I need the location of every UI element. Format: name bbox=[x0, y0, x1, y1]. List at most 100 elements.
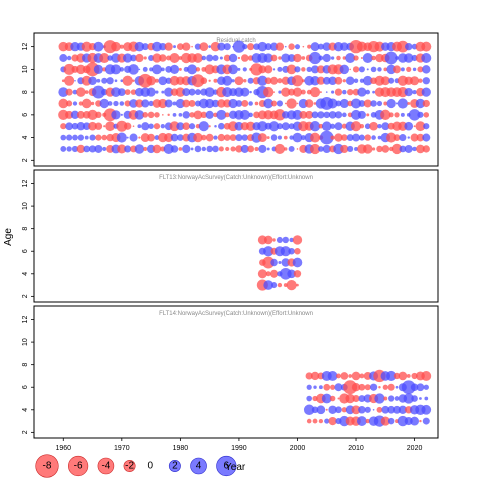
residual-bubble bbox=[94, 144, 103, 153]
residual-bubble bbox=[72, 89, 78, 95]
residual-bubble bbox=[272, 68, 276, 71]
residual-bubble bbox=[393, 65, 401, 74]
residual-bubble bbox=[176, 122, 185, 131]
residual-bubble bbox=[101, 134, 108, 141]
residual-bubble bbox=[247, 77, 254, 84]
residual-bubble bbox=[191, 45, 193, 48]
x-tick-label: 1960 bbox=[55, 445, 71, 452]
residual-bubble bbox=[175, 98, 185, 109]
residual-bubble bbox=[61, 79, 65, 83]
residual-bubble bbox=[325, 408, 328, 411]
residual-bubble bbox=[311, 65, 320, 74]
residual-bubble bbox=[66, 100, 73, 107]
residual-bubble bbox=[84, 135, 89, 140]
residual-bubble bbox=[148, 54, 155, 62]
residual-bubble bbox=[399, 145, 407, 153]
residual-bubble bbox=[422, 77, 430, 85]
residual-bubble bbox=[410, 133, 419, 142]
residual-bubble bbox=[422, 99, 430, 108]
residual-bubble bbox=[381, 122, 390, 131]
residual-bubble bbox=[349, 68, 351, 71]
residual-bubble bbox=[270, 76, 279, 85]
residual-bubble bbox=[352, 66, 360, 73]
panel-3: FLT14:NorwayAcSurvey(Catch:Unknown)(Effo… bbox=[22, 305, 439, 439]
residual-bubble bbox=[263, 86, 274, 98]
residual-bubble bbox=[152, 53, 162, 63]
residual-bubble bbox=[284, 45, 287, 48]
residual-bubble bbox=[208, 125, 211, 128]
residual-bubble bbox=[423, 384, 429, 390]
residual-bubble bbox=[263, 53, 273, 63]
residual-bubble bbox=[182, 144, 191, 154]
residual-bubble bbox=[416, 383, 425, 392]
residual-bubble bbox=[60, 146, 67, 152]
legend-bubble bbox=[216, 455, 237, 477]
residual-bubble bbox=[72, 101, 78, 106]
residual-bubble bbox=[253, 111, 260, 119]
residual-bubble bbox=[356, 416, 367, 426]
residual-bubble bbox=[369, 121, 378, 131]
residual-bubble bbox=[199, 42, 209, 52]
residual-bubble bbox=[322, 53, 331, 63]
residual-bubble bbox=[155, 90, 159, 94]
residual-bubble bbox=[298, 98, 308, 109]
residual-bubble bbox=[134, 144, 145, 154]
panels-layer: Residual catch 2 4 6 8 10 12 FLT13:NorwayAcSurv… bbox=[22, 32, 439, 439]
residual-bubble bbox=[210, 41, 221, 52]
residual-bubble bbox=[306, 418, 312, 424]
residual-bubble bbox=[328, 416, 337, 426]
residual-bubble bbox=[283, 135, 288, 140]
residual-bubble bbox=[371, 135, 376, 140]
residual-bubble bbox=[372, 90, 375, 94]
residual-bubble bbox=[360, 57, 363, 60]
residual-bubble bbox=[319, 130, 334, 145]
residual-bubble bbox=[300, 135, 306, 141]
residual-bubble bbox=[421, 41, 432, 52]
residual-bubble bbox=[309, 87, 321, 98]
residual-bubble bbox=[341, 123, 347, 129]
residual-bubble bbox=[286, 98, 297, 109]
residual-bubble bbox=[366, 113, 370, 117]
residual-bubble bbox=[213, 135, 218, 140]
residual-bubble bbox=[284, 147, 288, 151]
residual-bubble bbox=[114, 79, 118, 83]
y-tick-label: 2 bbox=[22, 158, 29, 162]
residual-bubble bbox=[345, 53, 356, 64]
residual-bubble bbox=[189, 112, 195, 118]
residual-bubble bbox=[264, 43, 272, 51]
residual-bubble bbox=[335, 406, 342, 414]
residual-bubble bbox=[359, 124, 365, 129]
residual-bubble bbox=[319, 91, 322, 94]
residual-bubble bbox=[404, 87, 413, 97]
residual-bubble bbox=[381, 405, 390, 414]
residual-bubble bbox=[124, 89, 131, 96]
residual-bubble bbox=[316, 76, 325, 85]
residual-bubble bbox=[154, 112, 160, 118]
residual-bubble bbox=[141, 43, 149, 51]
residual-bubble bbox=[277, 135, 282, 140]
residual-bubble bbox=[404, 121, 414, 131]
residual-bubble bbox=[354, 146, 359, 151]
residual-bubble bbox=[66, 134, 73, 141]
residual-bubble bbox=[284, 102, 287, 105]
residual-bubble bbox=[321, 121, 332, 132]
residual-bubble bbox=[135, 99, 144, 108]
residual-bubble bbox=[195, 89, 201, 96]
residual-bubble bbox=[365, 89, 371, 95]
legend-label: -2 bbox=[125, 461, 134, 472]
residual-bubble bbox=[222, 75, 233, 86]
residual-bubble bbox=[269, 42, 279, 51]
residual-bubble bbox=[159, 42, 167, 51]
residual-bubble bbox=[234, 76, 244, 86]
residual-bubble bbox=[208, 45, 211, 48]
residual-bubble bbox=[421, 404, 432, 415]
residual-bubble bbox=[292, 109, 303, 120]
legend-bubble bbox=[35, 454, 59, 478]
residual-bubble bbox=[422, 65, 431, 74]
residual-bubble bbox=[422, 417, 430, 425]
residual-bubble bbox=[422, 133, 431, 142]
y-tick-label: 6 bbox=[22, 249, 29, 253]
residual-bubble bbox=[306, 66, 312, 73]
y-tick-label: 8 bbox=[22, 90, 29, 94]
residual-bubble bbox=[387, 383, 395, 391]
